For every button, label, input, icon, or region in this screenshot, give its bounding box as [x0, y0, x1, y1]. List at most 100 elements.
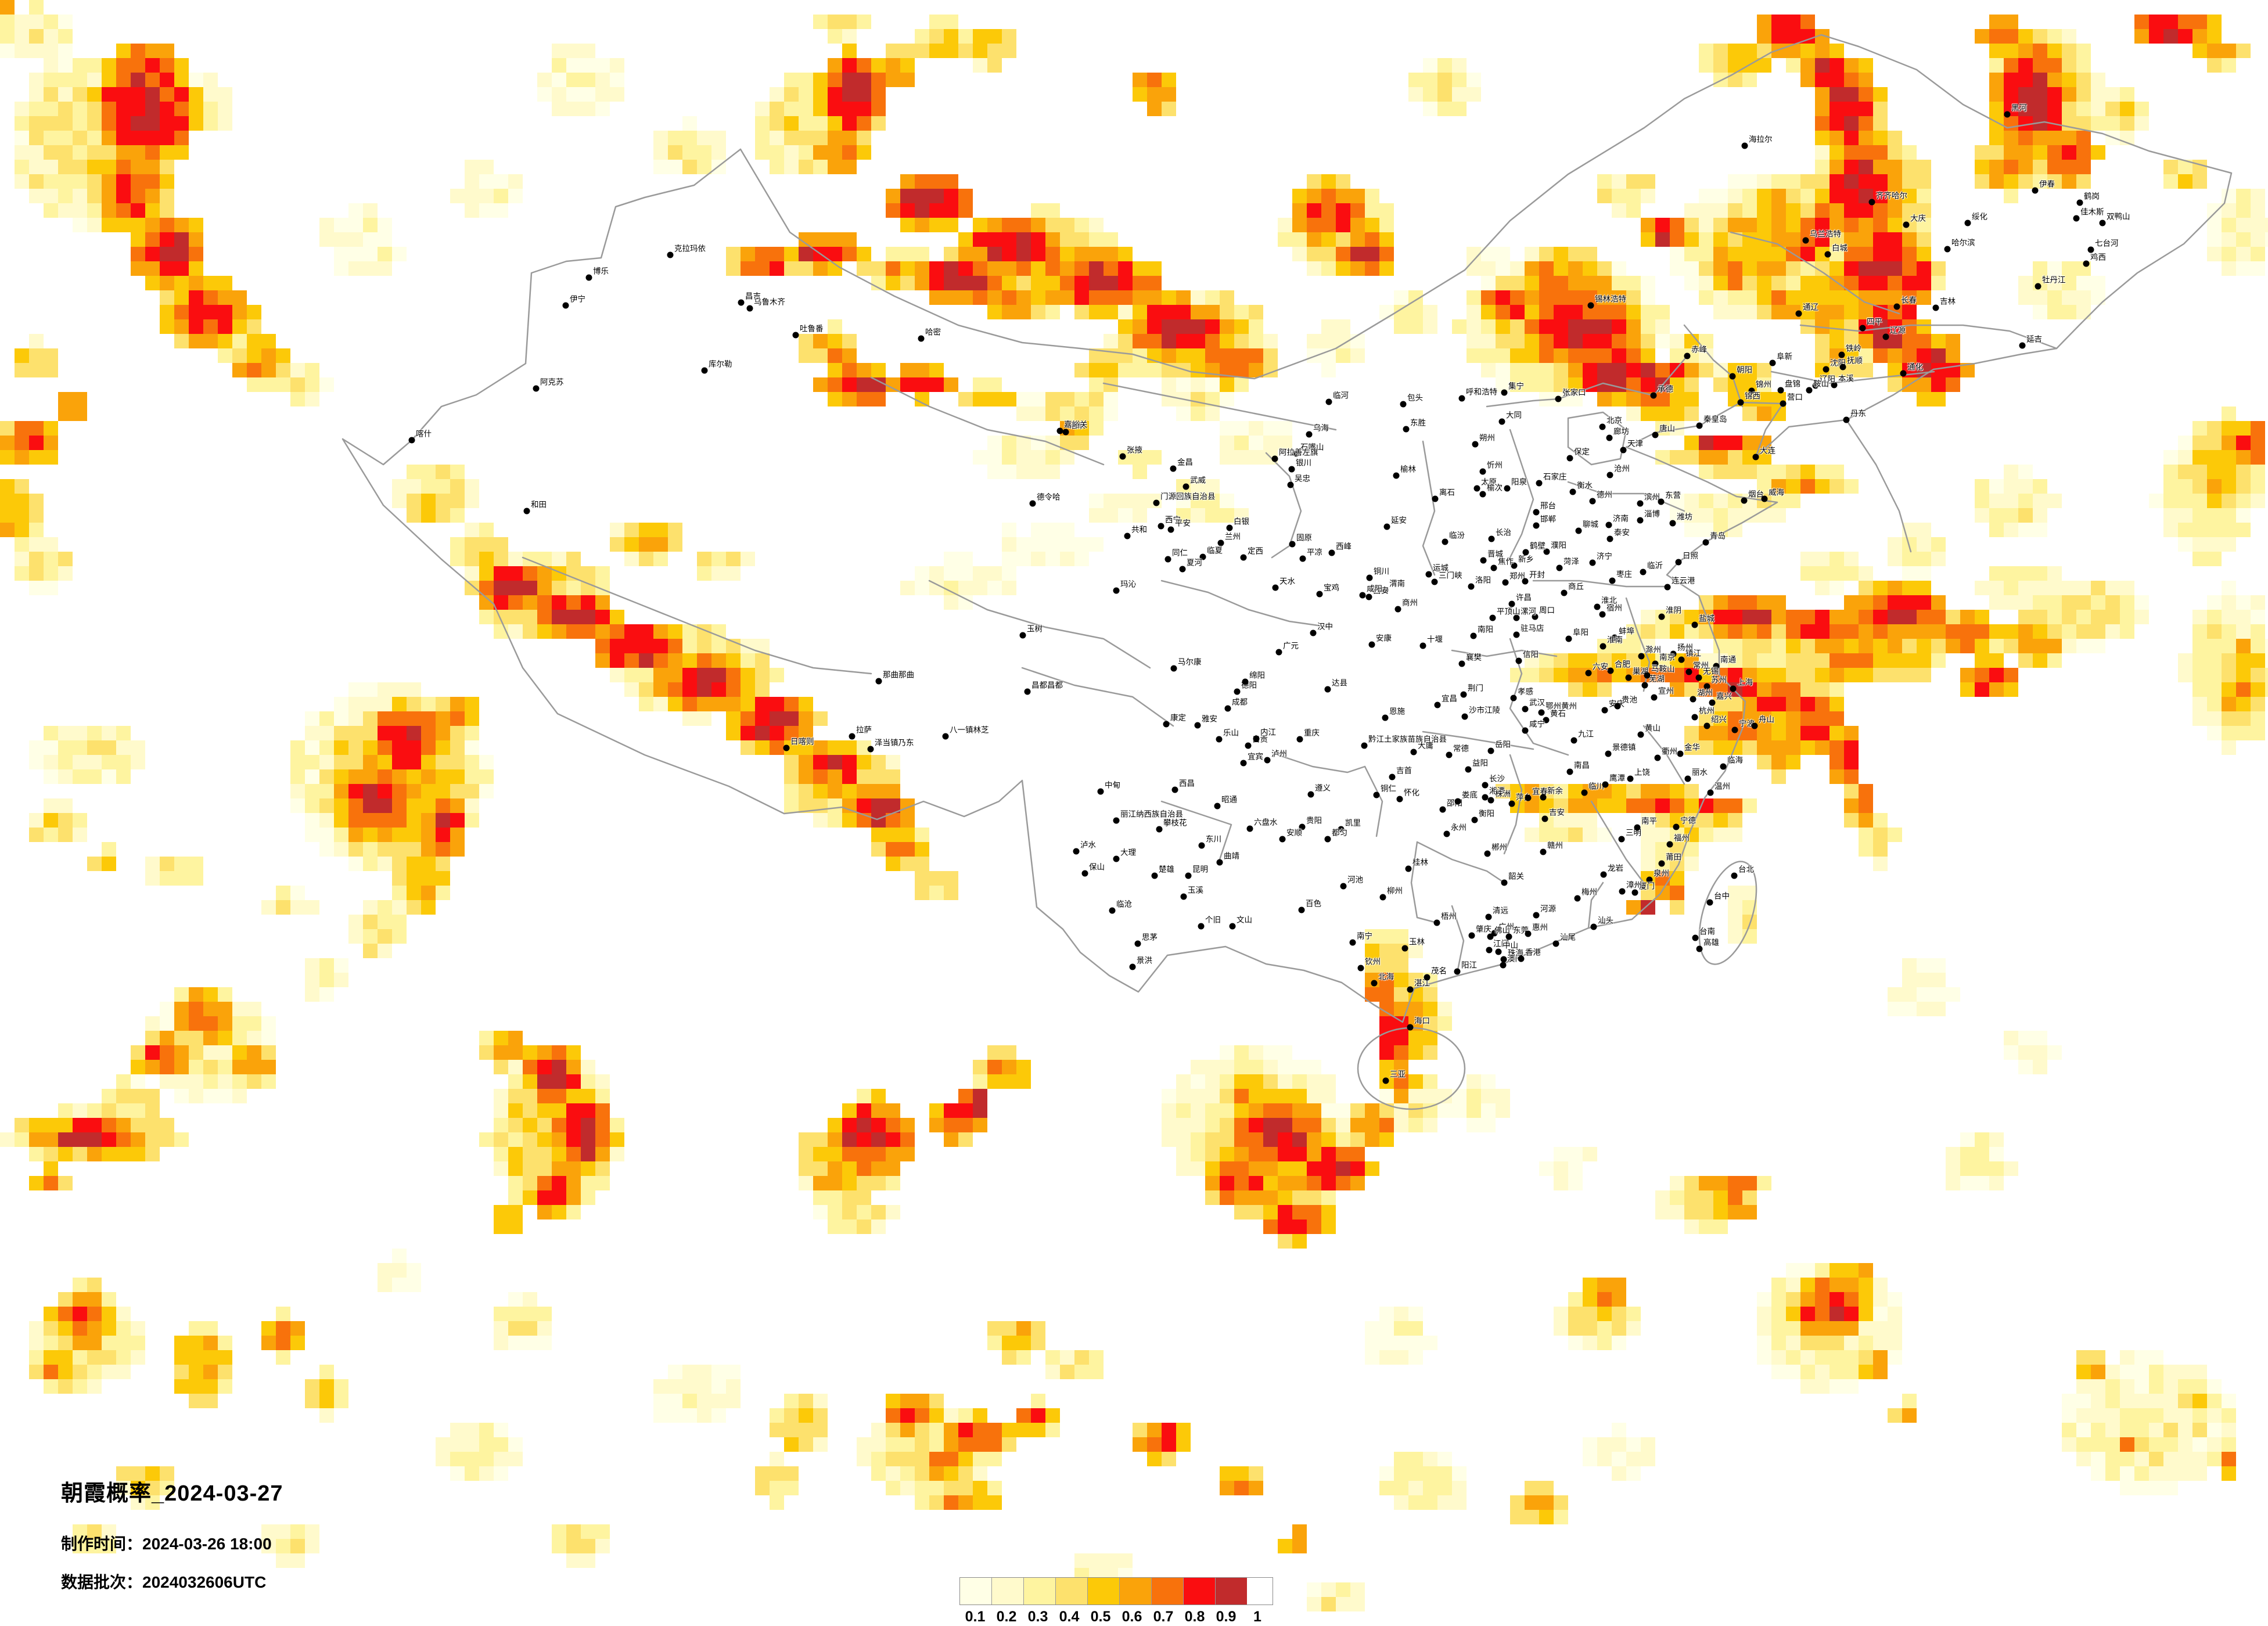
- city-label: 鸡西: [2090, 253, 2106, 262]
- city-dot: [1024, 688, 1031, 695]
- city-label: 清远: [1493, 906, 1508, 915]
- city-dot: [1365, 593, 1372, 600]
- city-dot: [1638, 653, 1645, 660]
- production-time-label: 制作时间：: [61, 1535, 143, 1553]
- city-label: 湘潭: [1489, 786, 1505, 796]
- city-label: 昌都昌都: [1031, 681, 1063, 690]
- city-label: 景德镇: [1612, 743, 1636, 752]
- city-label: 忻州: [1487, 461, 1503, 470]
- city-label: 南通: [1720, 655, 1736, 664]
- city-label: 榆林: [1400, 465, 1416, 474]
- city-dot: [1170, 665, 1177, 672]
- city-dot: [1570, 737, 1577, 744]
- city-dot: [1581, 789, 1588, 796]
- city-label: 邢台: [1540, 501, 1556, 510]
- city-label: 内江: [1260, 728, 1276, 737]
- city-dot: [1264, 757, 1271, 764]
- city-label: 晋城: [1487, 549, 1503, 559]
- province-line: [1451, 905, 1465, 971]
- city-dot: [2073, 215, 2080, 222]
- city-label: 三亚: [1390, 1070, 1406, 1079]
- city-label: 曲靖: [1224, 851, 1239, 861]
- city-dot: [2087, 246, 2094, 253]
- city-label: 石家庄: [1543, 472, 1567, 481]
- city-label: 平顶山: [1497, 607, 1521, 616]
- city-label: 钦州: [1365, 957, 1381, 966]
- city-dot: [1644, 672, 1651, 679]
- city-label: 马鞍山: [1651, 664, 1675, 674]
- city-label: 玛沁: [1120, 580, 1136, 589]
- city-dot: [1566, 455, 1573, 462]
- city-label: 雅安: [1202, 714, 1217, 724]
- city-label: 合肥: [1615, 660, 1630, 669]
- city-dot: [1431, 578, 1438, 585]
- city-dot: [1216, 859, 1223, 866]
- city-label: 渭南: [1389, 579, 1405, 588]
- city-label: 南阳: [1478, 625, 1493, 634]
- province-line: [1730, 231, 1900, 315]
- city-dot: [1602, 781, 1609, 788]
- city-label: 张家口: [1562, 388, 1586, 397]
- city-dot: [1696, 422, 1703, 429]
- city-dot: [1730, 685, 1737, 692]
- city-label: 乌鲁木齐: [754, 297, 785, 307]
- city-dot: [1158, 523, 1164, 530]
- city-dot: [1491, 930, 1498, 937]
- city-dot: [1366, 574, 1373, 581]
- city-label: 肇庆: [1476, 924, 1491, 934]
- city-label: 惠州: [1532, 923, 1548, 932]
- city-dot: [1151, 872, 1158, 879]
- city-label: 和田: [531, 500, 547, 509]
- legend-cell: [960, 1578, 992, 1605]
- city-dot: [1780, 400, 1787, 407]
- city-dot: [1533, 912, 1540, 919]
- city-label: 枣庄: [1616, 570, 1632, 579]
- city-dot: [1468, 932, 1475, 939]
- city-dot: [1419, 642, 1426, 649]
- city-dot: [1589, 498, 1596, 505]
- city-dot: [1515, 657, 1522, 664]
- city-dot: [1605, 521, 1612, 528]
- city-label: 昭通: [1221, 795, 1237, 804]
- city-dot: [1538, 709, 1545, 716]
- city-dot: [1487, 747, 1494, 754]
- city-dot: [1167, 526, 1174, 533]
- city-dot: [1371, 980, 1378, 987]
- city-label: 金华: [1684, 743, 1700, 752]
- city-dot: [1932, 304, 1939, 311]
- city-dot: [1600, 871, 1607, 878]
- city-dot: [1599, 611, 1606, 618]
- city-label: 恩施: [1389, 707, 1405, 716]
- city-dot: [1600, 643, 1606, 650]
- city-dot: [1594, 603, 1601, 610]
- city-dot: [1410, 749, 1417, 756]
- city-dot: [1164, 556, 1171, 563]
- city-label: 通化: [1907, 362, 1923, 372]
- city-dot: [1113, 587, 1120, 594]
- production-time: 制作时间：2024-03-26 18:00: [61, 1531, 283, 1555]
- city-dot: [1652, 660, 1659, 667]
- city-label: 荆门: [1468, 684, 1483, 693]
- city-label: 大庆: [1910, 214, 1926, 223]
- city-label: 乐山: [1223, 728, 1239, 738]
- legend-cell: [1152, 1578, 1184, 1605]
- city-label: 郑州: [1509, 571, 1525, 581]
- city-dot: [1279, 836, 1286, 843]
- city-dot: [1199, 553, 1206, 560]
- city-label: 新乡: [1518, 555, 1534, 564]
- province-line: [1799, 324, 2058, 350]
- city-label: 宣州: [1658, 686, 1674, 696]
- city-dot: [2032, 187, 2039, 194]
- city-dot: [1731, 726, 1738, 733]
- city-label: 呼和浩特: [1466, 387, 1497, 397]
- city-dot: [1316, 591, 1323, 598]
- city-label: 盐城: [1699, 614, 1715, 623]
- city-dot: [1702, 539, 1709, 546]
- city-label: 博乐: [593, 267, 609, 276]
- city-dot: [1484, 850, 1491, 857]
- city-label: 东川: [1206, 834, 1221, 844]
- city-dot: [875, 678, 882, 685]
- province-line: [1265, 452, 1302, 559]
- city-label: 四平: [1867, 317, 1882, 326]
- city-dot: [1569, 488, 1576, 495]
